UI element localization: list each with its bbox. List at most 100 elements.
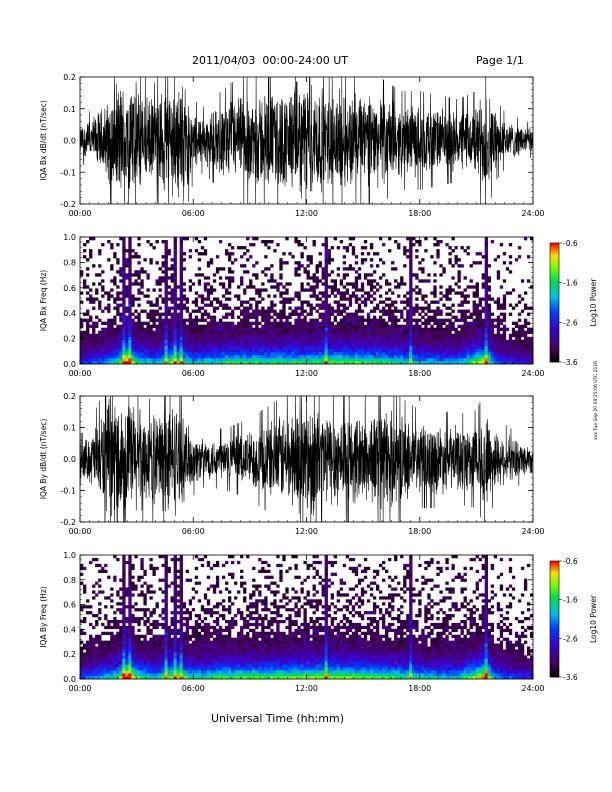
- spectrogram-cell: [146, 652, 150, 656]
- spectrogram-cell: [167, 655, 171, 659]
- spectrogram-cell: [490, 318, 495, 322]
- spectrogram-cell: [215, 270, 220, 274]
- spectrogram-cell: [327, 348, 331, 353]
- spectrogram-cell: [487, 279, 492, 283]
- spectrogram-cell: [191, 300, 196, 304]
- spectrogram-cell: [291, 255, 295, 259]
- spectrogram-cell: [89, 252, 93, 256]
- spectrogram-cell: [282, 342, 286, 347]
- spectrogram-cell: [484, 261, 488, 265]
- spectrogram-cell: [134, 640, 138, 644]
- spectrogram-cell: [173, 581, 177, 585]
- spectrogram-cell: [391, 327, 395, 332]
- spectrogram-cell: [104, 596, 108, 600]
- spectrogram-cell: [164, 321, 168, 325]
- spectrogram-cell: [95, 622, 99, 627]
- spectrogram-cell: [152, 625, 156, 630]
- spectrogram-cell: [481, 297, 485, 301]
- spectrogram-cell: [101, 327, 105, 332]
- spectrogram-cell: [421, 321, 425, 325]
- spectrogram-cell: [137, 649, 141, 653]
- spectrogram-cell: [80, 566, 84, 571]
- spectrogram-cell: [179, 279, 183, 283]
- spectrogram-cell: [406, 249, 410, 253]
- spectrogram-cell: [348, 297, 353, 301]
- spectrogram-cell: [158, 634, 162, 638]
- spectrogram-cell: [297, 339, 301, 344]
- spectrogram-cell: [194, 634, 199, 638]
- spectrogram-cell: [92, 264, 96, 268]
- spectrogram-cell: [475, 288, 479, 292]
- spectrogram-cell: [128, 339, 132, 344]
- spectrogram-cell: [487, 345, 492, 350]
- spectrogram-cell: [161, 563, 165, 568]
- spectrogram-cell: [303, 324, 307, 329]
- spectrogram-cell: [394, 285, 398, 289]
- spectrogram-cell: [188, 637, 193, 641]
- spectrogram-cell: [161, 643, 165, 647]
- spectrogram-cell: [125, 333, 129, 338]
- spectrogram-cell: [324, 351, 328, 356]
- spectrogram-cell: [409, 273, 413, 277]
- spectrogram-cell: [309, 306, 313, 310]
- spectrogram-cell: [418, 312, 422, 316]
- spectrogram-cell: [152, 646, 156, 650]
- spectrogram-cell: [388, 315, 392, 319]
- spectrogram-cell: [143, 572, 147, 576]
- spectrogram-cell: [288, 360, 292, 365]
- spectrogram-cell: [110, 649, 114, 653]
- spectrogram-cell: [433, 354, 437, 359]
- spectrogram-cell: [496, 330, 501, 335]
- spectrogram-cell: [134, 339, 138, 344]
- spectrogram-cell: [149, 676, 153, 680]
- spectrogram-cell: [167, 676, 171, 680]
- spectrogram-cell: [122, 584, 126, 588]
- spectrogram-cell: [128, 575, 132, 579]
- spectrogram-cell: [502, 351, 507, 356]
- spectrogram-cell: [101, 309, 105, 313]
- spectrogram-cell: [137, 646, 141, 650]
- spectrogram-cell: [261, 282, 265, 286]
- spectrogram-cell: [95, 676, 99, 680]
- spectrogram-cell: [243, 318, 247, 322]
- spectrogram-cell: [134, 655, 138, 659]
- spectrogram-cell: [122, 566, 126, 571]
- spectrogram-cell: [496, 360, 501, 365]
- spectrogram-cell: [400, 345, 404, 350]
- spectrogram-cell: [427, 357, 431, 362]
- spectrogram-cell: [415, 354, 419, 359]
- spectrogram-cell: [415, 348, 419, 353]
- spectrogram-cell: [164, 339, 168, 344]
- spectrogram-cell: [179, 587, 183, 591]
- spectrogram-cell: [466, 309, 470, 313]
- spectrogram-cell: [182, 676, 186, 680]
- spectrogram-cell: [258, 336, 262, 341]
- spectrogram-cell: [324, 261, 328, 265]
- spectrogram-cell: [161, 661, 165, 665]
- spectrogram-cell: [427, 306, 431, 310]
- spectrogram-cell: [484, 279, 488, 283]
- spectrogram-cell: [333, 348, 337, 353]
- spectrogram-cell: [487, 285, 492, 289]
- spectrogram-cell: [348, 327, 353, 332]
- spectrogram-cell: [306, 336, 310, 341]
- spectrogram-cell: [291, 351, 295, 356]
- spectrogram-cell: [342, 357, 347, 362]
- spectrogram-cell: [342, 297, 347, 301]
- spectrogram-cell: [128, 354, 132, 359]
- spectrogram-cell: [149, 342, 153, 347]
- spectrogram-cell: [125, 673, 129, 677]
- spectrogram-cell: [261, 327, 265, 332]
- spectrogram-cell: [215, 306, 220, 310]
- spectrogram-cell: [342, 246, 347, 250]
- spectrogram-cell: [212, 273, 217, 277]
- spectrogram-cell: [282, 315, 286, 319]
- spectrogram-cell: [149, 330, 153, 335]
- spectrogram-cell: [487, 330, 492, 335]
- spectrogram-cell: [412, 318, 416, 322]
- spectrogram-cell: [369, 285, 374, 289]
- spectrogram-cell: [122, 333, 126, 338]
- spectrogram-cell: [354, 336, 359, 341]
- spectrogram-cell: [523, 306, 528, 310]
- spectrogram-cell: [324, 243, 328, 247]
